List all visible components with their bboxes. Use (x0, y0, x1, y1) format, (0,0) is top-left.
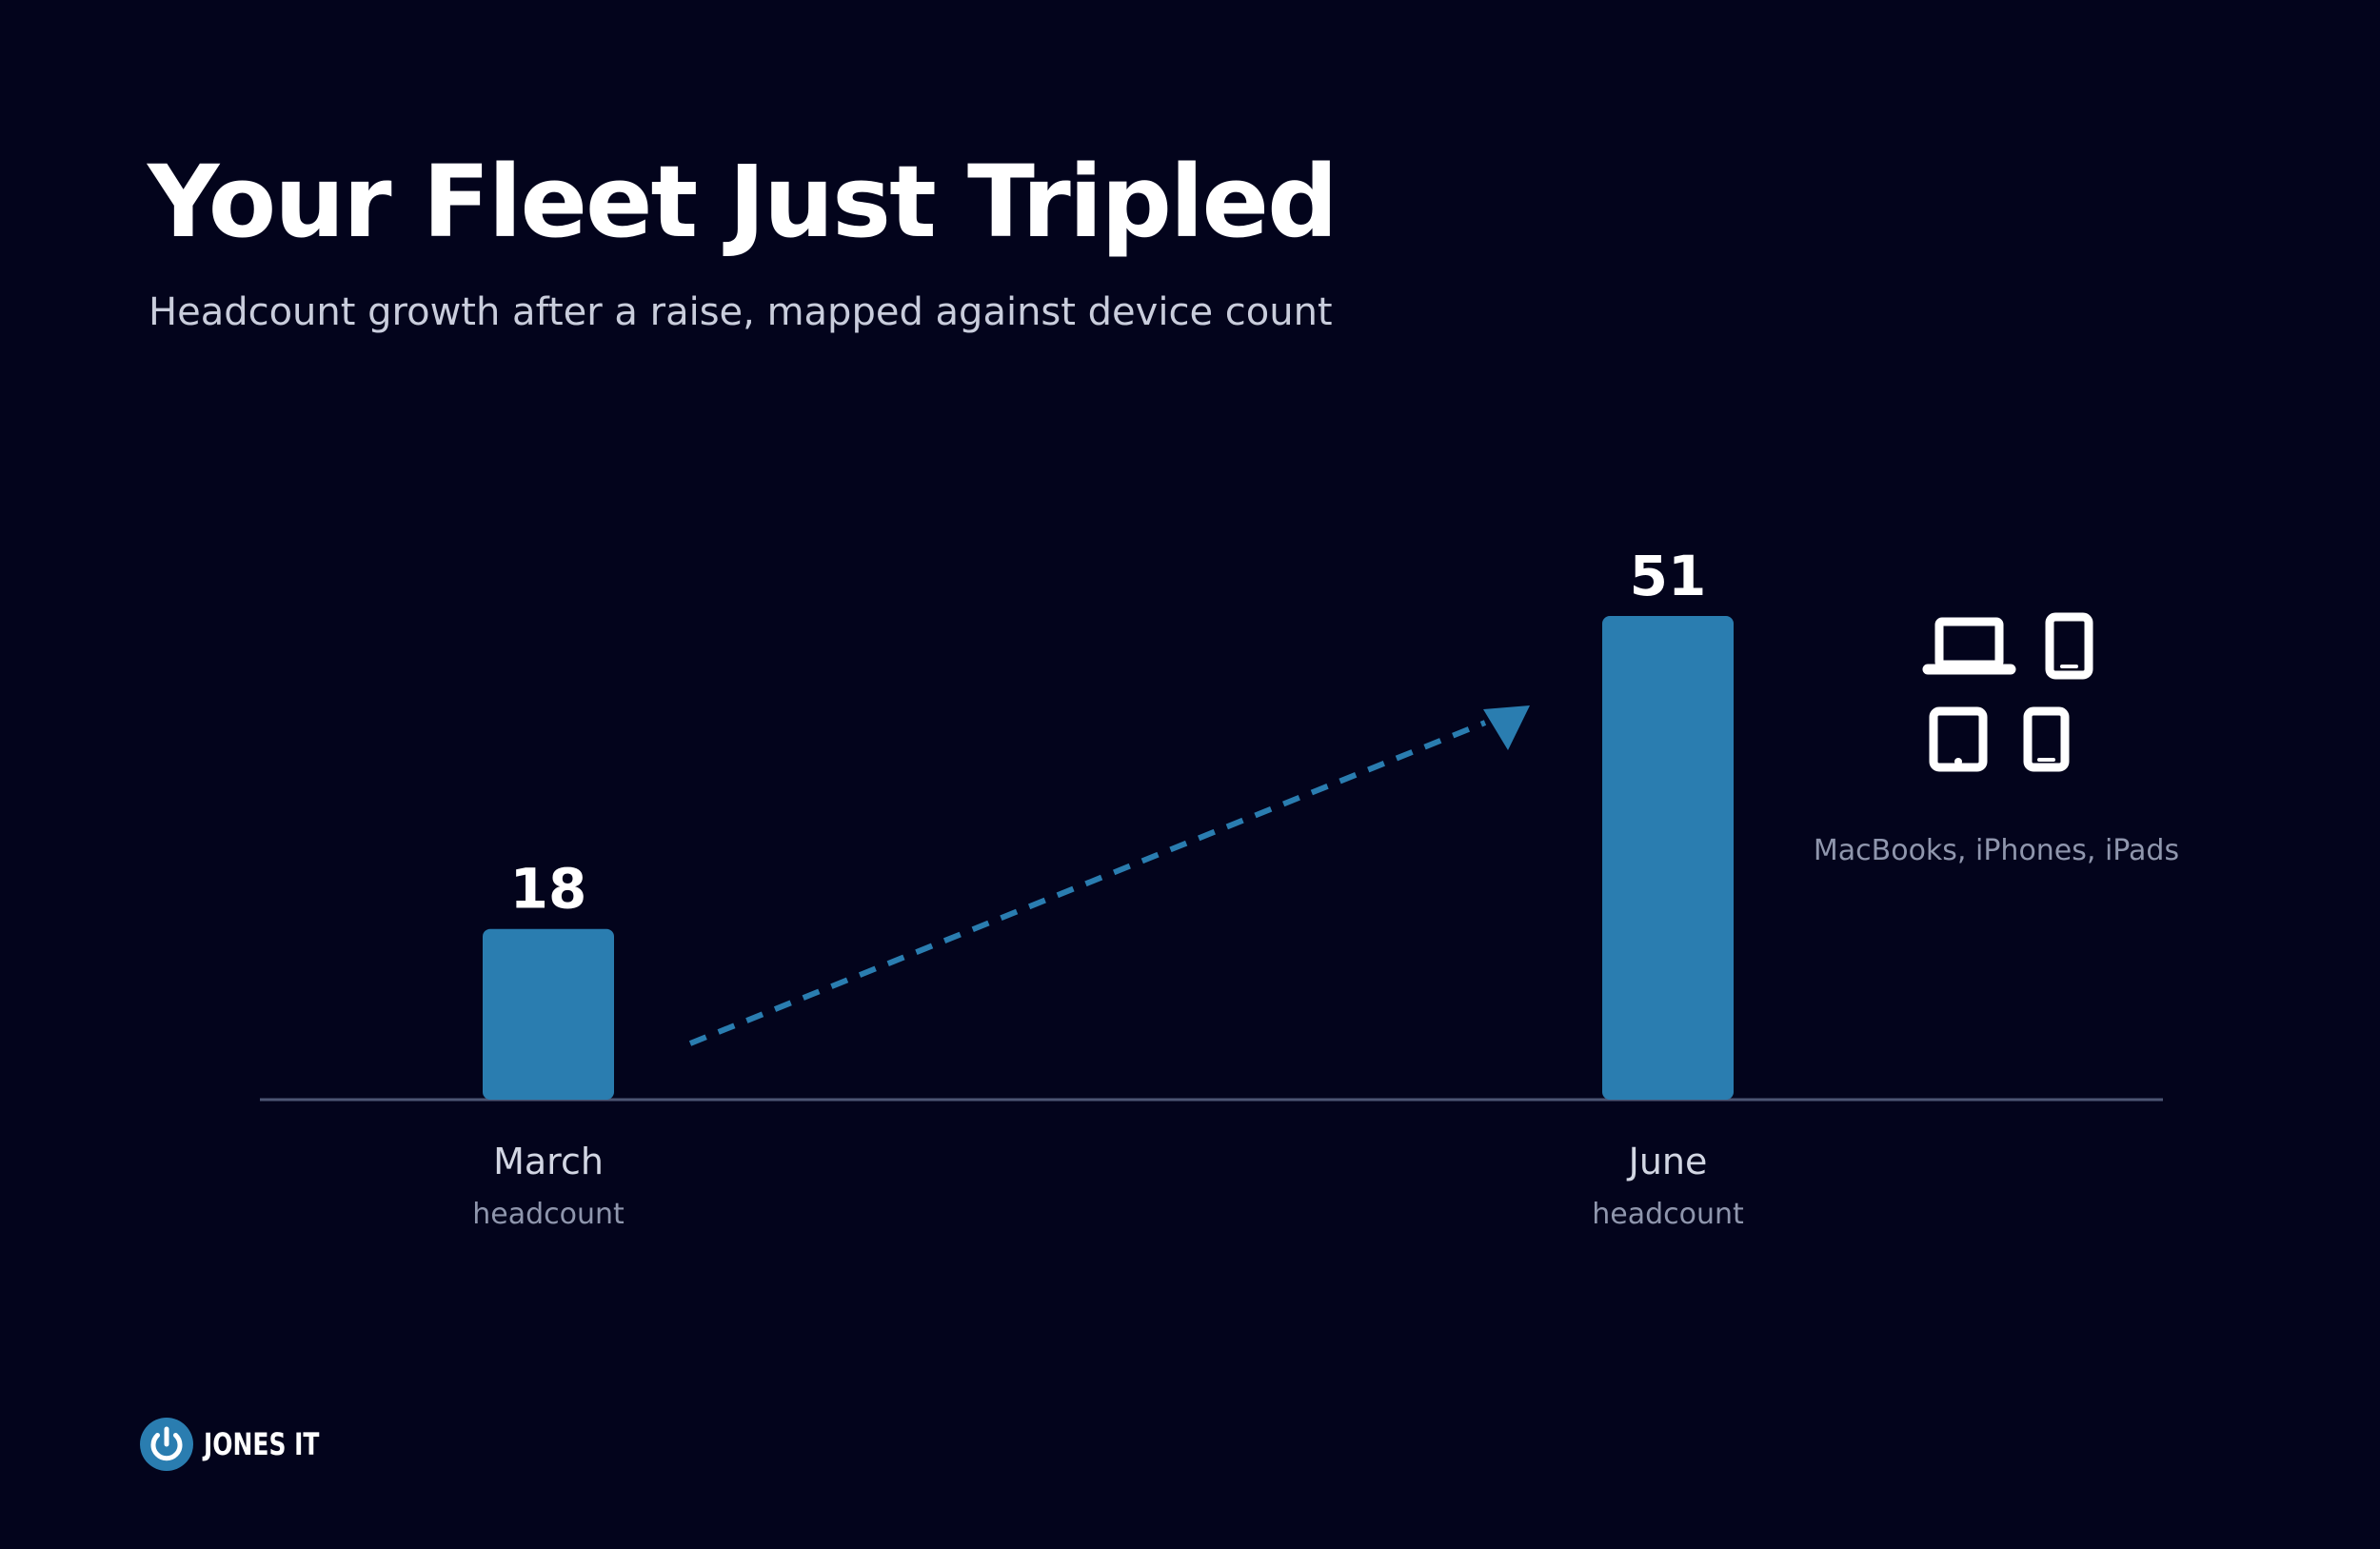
growth-arrow (688, 720, 1487, 1046)
category-label-june: June (1627, 1141, 1708, 1182)
slide-subtitle: Headcount growth after a raise, mapped a… (149, 290, 1333, 334)
category-sublabel-march: headcount (472, 1198, 625, 1231)
slide-title: Your Fleet Just Tripled (148, 144, 1339, 260)
category-label-march: March (493, 1141, 604, 1182)
data-label-march: 18 (510, 857, 587, 922)
smartphone-icon (2023, 706, 2070, 772)
bar-march (483, 928, 614, 1100)
power-icon (140, 1418, 193, 1471)
devices-caption: MacBooks, iPhones, iPads (1814, 834, 2179, 867)
smartphone-icon (2045, 612, 2093, 680)
laptop-icon (1922, 617, 2016, 675)
logo: JONES IT (139, 1415, 352, 1474)
bars: 18 March headcount 51 June headcount (472, 544, 1744, 1231)
growth-arrow-head (1483, 705, 1530, 750)
tablet-icon (1929, 706, 1988, 772)
bar-june (1602, 616, 1734, 1100)
category-sublabel-june: headcount (1592, 1198, 1744, 1231)
data-label-june: 51 (1630, 544, 1707, 608)
logo-text: JONES IT (204, 1426, 320, 1462)
